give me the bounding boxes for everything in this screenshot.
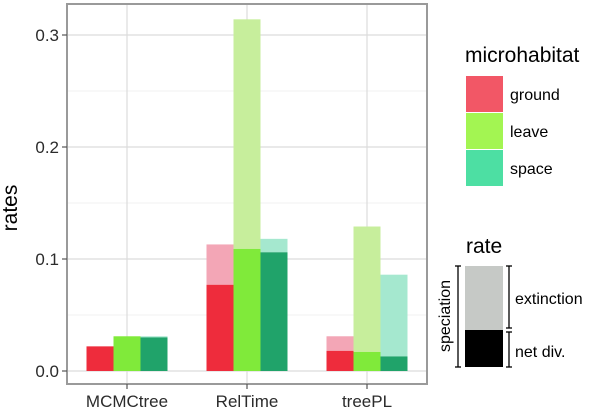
bar-net-div-reltime-leave xyxy=(233,248,261,371)
bar-net-div-reltime-ground xyxy=(206,284,234,371)
bar-extinction-treepl-space xyxy=(380,274,408,357)
bar-net-div-treepl-leave xyxy=(353,351,381,371)
bar-extinction-treepl-leave xyxy=(353,226,381,352)
y-tick-label-3: 0.3 xyxy=(35,26,59,45)
bar-extinction-reltime-space xyxy=(260,238,288,253)
plot-panel: 0.0 0.1 0.2 0.3 MCMCtree RelTime treePL xyxy=(35,3,428,411)
bar-net-div-mcmctree-space xyxy=(140,337,168,371)
legend-label-leave: leave xyxy=(510,124,548,141)
legend-key-ground xyxy=(466,76,503,112)
bar-extinction-mcmctree-space xyxy=(140,336,168,338)
legend-key-leave xyxy=(466,113,503,149)
legend: microhabitat ground leave space rate speciati… xyxy=(437,44,583,368)
y-axis-title: rates xyxy=(0,185,22,232)
legend-key-space xyxy=(466,150,503,186)
legend-label-ground: ground xyxy=(510,87,560,104)
bar-net-div-reltime-space xyxy=(260,252,288,371)
legend-title-rate: rate xyxy=(466,235,502,258)
bar-net-div-treepl-ground xyxy=(326,350,354,371)
x-tick-label-2: treePL xyxy=(342,392,392,411)
y-tick-label-1: 0.1 xyxy=(35,250,59,269)
legend-label-space: space xyxy=(510,161,553,178)
bar-extinction-treepl-ground xyxy=(326,336,354,351)
bar-net-div-treepl-space xyxy=(380,356,408,371)
legend-title-microhabitat: microhabitat xyxy=(465,44,580,67)
legend-key-net-div xyxy=(465,330,503,367)
bar-net-div-mcmctree-leave xyxy=(113,336,141,371)
legend-label-extinction: extinction xyxy=(515,291,583,308)
bar-net-div-mcmctree-ground xyxy=(86,346,114,371)
y-tick-label-0: 0.0 xyxy=(35,362,59,381)
y-tick-label-2: 0.2 xyxy=(35,138,59,157)
bar-extinction-reltime-ground xyxy=(206,244,234,285)
x-tick-label-1: RelTime xyxy=(216,392,279,411)
legend-key-extinction xyxy=(465,266,503,330)
legend-label-net-div: net div. xyxy=(515,344,565,361)
legend-label-speciation: speciation xyxy=(437,280,454,352)
x-tick-label-0: MCMCtree xyxy=(86,392,168,411)
bar-extinction-reltime-leave xyxy=(233,19,261,249)
